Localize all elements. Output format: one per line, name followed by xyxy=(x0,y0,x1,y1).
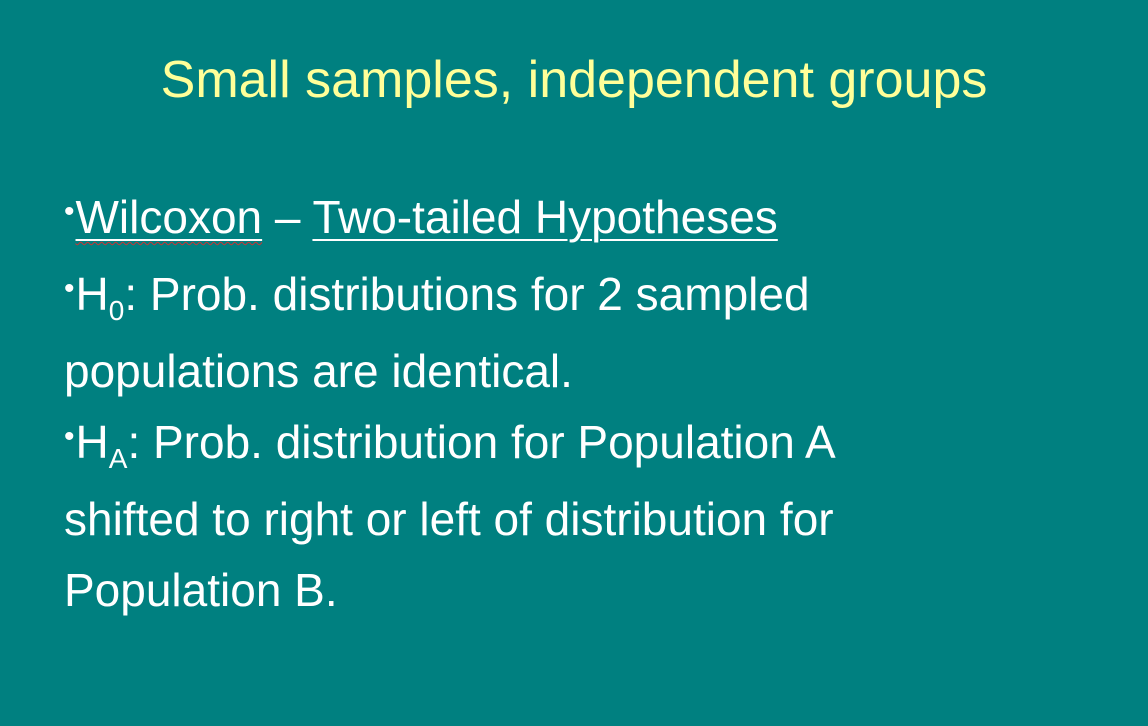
h0-subscript: 0 xyxy=(108,295,125,326)
term-wilcoxon: Wilcoxon xyxy=(75,191,263,243)
bullet-icon: • xyxy=(64,272,75,305)
h0-continuation: populations are identical. xyxy=(64,345,573,397)
ha-continuation-1: shifted to right or left of distribution… xyxy=(64,493,834,545)
heading-two-tailed: Two-tailed Hypotheses xyxy=(312,191,778,243)
bullet-ha: •HA: Prob. distribution for Population A xyxy=(64,407,1104,484)
ha-subscript: A xyxy=(108,443,128,474)
slide-body: •Wilcoxon – Two-tailed Hypotheses •H0: P… xyxy=(64,182,1104,626)
bullet-wilcoxon: •Wilcoxon – Two-tailed Hypotheses xyxy=(64,182,1104,259)
ha-symbol: H xyxy=(75,416,109,468)
dash: – xyxy=(262,191,313,243)
h0-symbol: H xyxy=(75,268,109,320)
h0-text: : Prob. distributions for 2 sampled xyxy=(124,268,810,320)
ha-continuation-2: Population B. xyxy=(64,564,338,616)
ha-text: : Prob. distribution for Population A xyxy=(127,416,836,468)
bullet-icon: • xyxy=(64,195,75,228)
bullet-icon: • xyxy=(64,420,75,453)
bullet-h0: •H0: Prob. distributions for 2 sampled xyxy=(64,259,1104,336)
slide-title: Small samples, independent groups xyxy=(160,51,988,109)
term-wilcoxon-underline: Wilcoxon xyxy=(76,191,263,243)
